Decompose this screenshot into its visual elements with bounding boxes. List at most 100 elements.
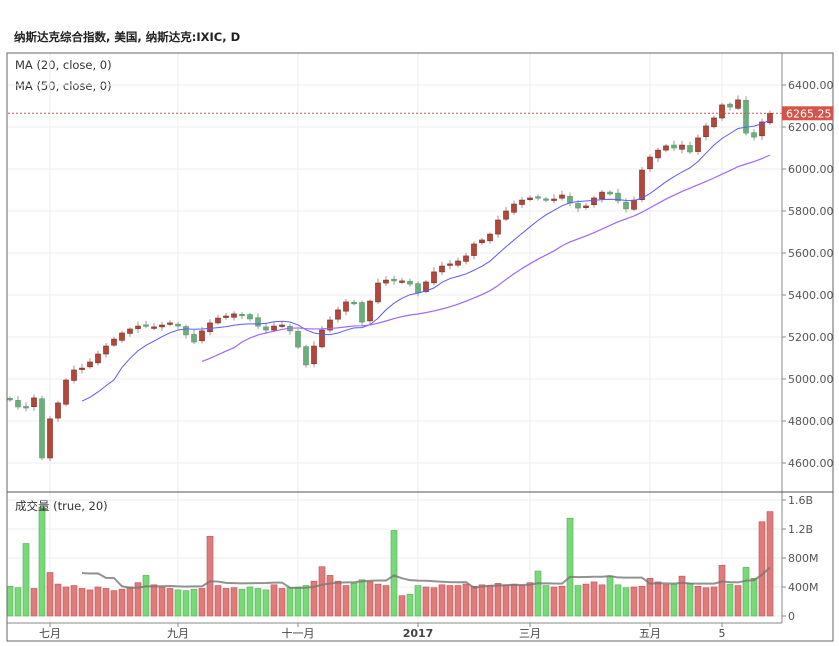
volume-bar (230, 587, 238, 617)
legend-ma50[interactable]: MA (50, close, 0) (15, 79, 112, 93)
candle-down (727, 103, 733, 108)
legend-volume[interactable]: 成交量 (true, 20) (15, 499, 108, 513)
candle-up (63, 379, 69, 405)
candle-up (679, 144, 685, 150)
volume-tick-label: 0 (788, 610, 795, 623)
candle-down (671, 144, 677, 149)
volume-bar (326, 575, 334, 617)
legend-ma20[interactable]: MA (20, close, 0) (15, 58, 112, 72)
candle-up (231, 313, 237, 318)
volume-bar (78, 588, 86, 617)
candle-up (199, 330, 205, 342)
volume-bar (182, 590, 190, 617)
volume-bar (414, 585, 422, 617)
candle-up (471, 243, 477, 256)
chart-frame (6, 52, 834, 642)
candle-up (215, 317, 221, 324)
volume-bar (646, 577, 654, 617)
volume-bar (142, 575, 150, 617)
x-tick-label: 十一月 (282, 626, 315, 640)
volume-bar (454, 585, 462, 617)
candle-up (695, 137, 701, 152)
candle-down (15, 400, 21, 408)
x-tick-label: 三月 (519, 627, 541, 640)
candle-up (511, 203, 517, 213)
volume-bar (558, 585, 566, 617)
y-tick-label: 5400.00 (788, 289, 834, 302)
candle-up (591, 197, 597, 205)
candle-up (559, 194, 565, 199)
volume-bar (734, 585, 742, 617)
volume-bar (766, 511, 774, 617)
volume-bar (286, 587, 294, 617)
volume-bar (662, 584, 670, 617)
candle-down (415, 283, 421, 294)
candle-up (599, 191, 605, 200)
volume-bar (422, 586, 430, 617)
y-tick-label: 5800.00 (788, 205, 834, 218)
volume-bar (694, 585, 702, 617)
volume-tick-label: 1.2B (788, 523, 813, 536)
volume-bar (334, 580, 342, 617)
volume-bar (310, 580, 318, 617)
volume-bar (374, 583, 382, 617)
volume-bar (86, 589, 94, 617)
volume-bar (278, 588, 286, 617)
candle-up (447, 263, 453, 266)
candle-up (151, 326, 157, 329)
candle-down (391, 278, 397, 282)
y-tick-label: 6000.00 (788, 163, 834, 176)
volume-bar (302, 585, 310, 617)
ma50-line (201, 154, 771, 362)
volume-bar (158, 586, 166, 617)
candle-down (239, 314, 245, 317)
x-tick-label: 5 (719, 627, 726, 640)
volume-bar (222, 588, 230, 617)
volume-bar (518, 585, 526, 617)
volume-bar (710, 586, 718, 617)
volume-bar (126, 586, 134, 617)
candle-up (463, 255, 469, 262)
candle-up (647, 156, 653, 170)
candles (7, 95, 773, 462)
volume-bar (494, 583, 502, 617)
candle-up (639, 169, 645, 200)
volume-bar (534, 570, 542, 617)
candle-down (407, 281, 413, 285)
candle-up (119, 332, 125, 341)
candle-down (175, 323, 181, 327)
candle-up (47, 418, 53, 459)
candle-up (479, 239, 485, 244)
volume-bar (678, 575, 686, 617)
candle-down (303, 346, 309, 366)
volume-bar (270, 584, 278, 617)
candle-up (719, 104, 725, 119)
candle-up (495, 219, 501, 235)
candle-up (431, 271, 437, 284)
volume-bar (254, 588, 262, 617)
candle-down (575, 203, 581, 209)
candle-up (663, 145, 669, 151)
volume-bar (294, 586, 302, 617)
candle-down (615, 192, 621, 202)
volume-bar (566, 517, 574, 617)
volume-bar (382, 585, 390, 617)
candle-down (7, 398, 13, 401)
candle-up (703, 125, 709, 137)
volume-bar (342, 585, 350, 617)
candle-up (159, 324, 165, 328)
candle-down (535, 196, 541, 199)
volume-bar (22, 543, 30, 617)
candle-up (167, 322, 173, 325)
volume-bar (214, 585, 222, 617)
volume-bar (6, 585, 14, 617)
candle-up (111, 338, 117, 346)
volume-bar (614, 584, 622, 617)
x-tick-label: 五月 (639, 627, 661, 640)
candle-up (279, 324, 285, 327)
volume-bar (118, 588, 126, 617)
volume-bar (246, 586, 254, 617)
volume-bar (38, 506, 46, 617)
volume-bar (150, 584, 158, 617)
